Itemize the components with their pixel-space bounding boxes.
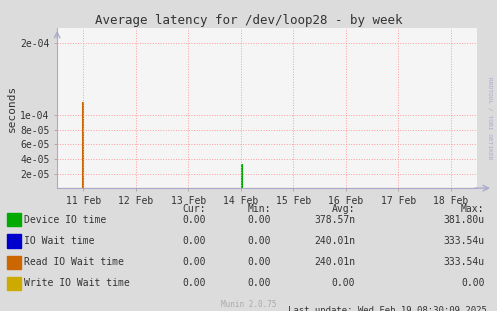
- Text: 0.00: 0.00: [248, 236, 271, 246]
- Text: Min:: Min:: [248, 204, 271, 214]
- Text: Avg:: Avg:: [332, 204, 355, 214]
- Text: 240.01n: 240.01n: [314, 257, 355, 267]
- Text: 0.00: 0.00: [183, 257, 206, 267]
- Text: 0.00: 0.00: [461, 278, 485, 288]
- Text: 0.00: 0.00: [183, 215, 206, 225]
- Text: Last update: Wed Feb 19 08:30:09 2025: Last update: Wed Feb 19 08:30:09 2025: [288, 306, 487, 311]
- Text: RRDTOOL / TOBI OETIKER: RRDTOOL / TOBI OETIKER: [487, 77, 492, 160]
- Text: Average latency for /dev/loop28 - by week: Average latency for /dev/loop28 - by wee…: [95, 14, 402, 27]
- Text: 381.80u: 381.80u: [443, 215, 485, 225]
- Text: 240.01n: 240.01n: [314, 236, 355, 246]
- Text: 333.54u: 333.54u: [443, 236, 485, 246]
- Text: 333.54u: 333.54u: [443, 257, 485, 267]
- Y-axis label: seconds: seconds: [7, 85, 17, 132]
- Text: Read IO Wait time: Read IO Wait time: [24, 257, 124, 267]
- Text: 0.00: 0.00: [332, 278, 355, 288]
- Text: 0.00: 0.00: [248, 278, 271, 288]
- Text: 378.57n: 378.57n: [314, 215, 355, 225]
- Text: Max:: Max:: [461, 204, 485, 214]
- Text: 0.00: 0.00: [248, 215, 271, 225]
- Text: 0.00: 0.00: [183, 278, 206, 288]
- Text: Write IO Wait time: Write IO Wait time: [24, 278, 130, 288]
- Text: 0.00: 0.00: [183, 236, 206, 246]
- Text: Munin 2.0.75: Munin 2.0.75: [221, 299, 276, 309]
- Text: Cur:: Cur:: [183, 204, 206, 214]
- Text: Device IO time: Device IO time: [24, 215, 106, 225]
- Text: 0.00: 0.00: [248, 257, 271, 267]
- Text: IO Wait time: IO Wait time: [24, 236, 94, 246]
